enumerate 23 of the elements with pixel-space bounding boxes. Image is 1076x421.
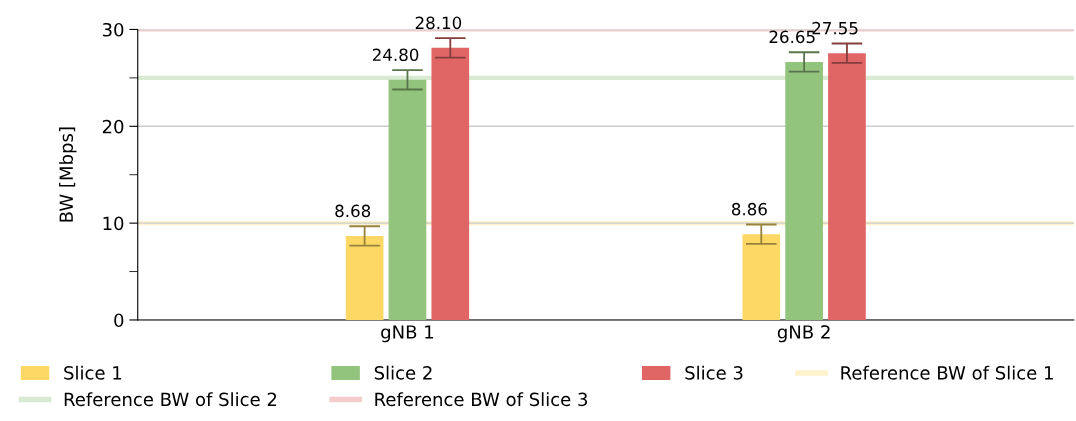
data-label: 24.80 — [372, 48, 419, 62]
y-tick-label: 10 — [103, 216, 124, 231]
data-label: 28.10 — [415, 16, 462, 30]
legend-label: Reference BW of Slice 1 — [841, 365, 1053, 380]
x-tick-label: gNB 2 — [777, 325, 830, 343]
bar — [388, 79, 427, 320]
y-axis-title: BW [Mbps] — [59, 127, 77, 222]
legend-label: Reference BW of Slice 2 — [64, 392, 277, 407]
bar — [345, 235, 384, 320]
bar — [828, 53, 866, 320]
x-tick-label: gNB 1 — [381, 325, 434, 343]
legend-label: Slice 2 — [374, 365, 432, 380]
legend-label: Reference BW of Slice 3 — [375, 392, 588, 407]
bar — [742, 234, 781, 320]
y-tick-label: 20 — [102, 119, 124, 134]
bar — [431, 47, 470, 320]
y-tick-label: 30 — [102, 22, 124, 37]
data-label: 8.68 — [335, 204, 371, 218]
data-label: 8.86 — [731, 202, 767, 216]
y-tick-label: 0 — [114, 313, 124, 328]
legend-label: Slice 3 — [685, 365, 743, 380]
legend-label: Slice 1 — [64, 365, 122, 380]
bar — [785, 61, 823, 320]
